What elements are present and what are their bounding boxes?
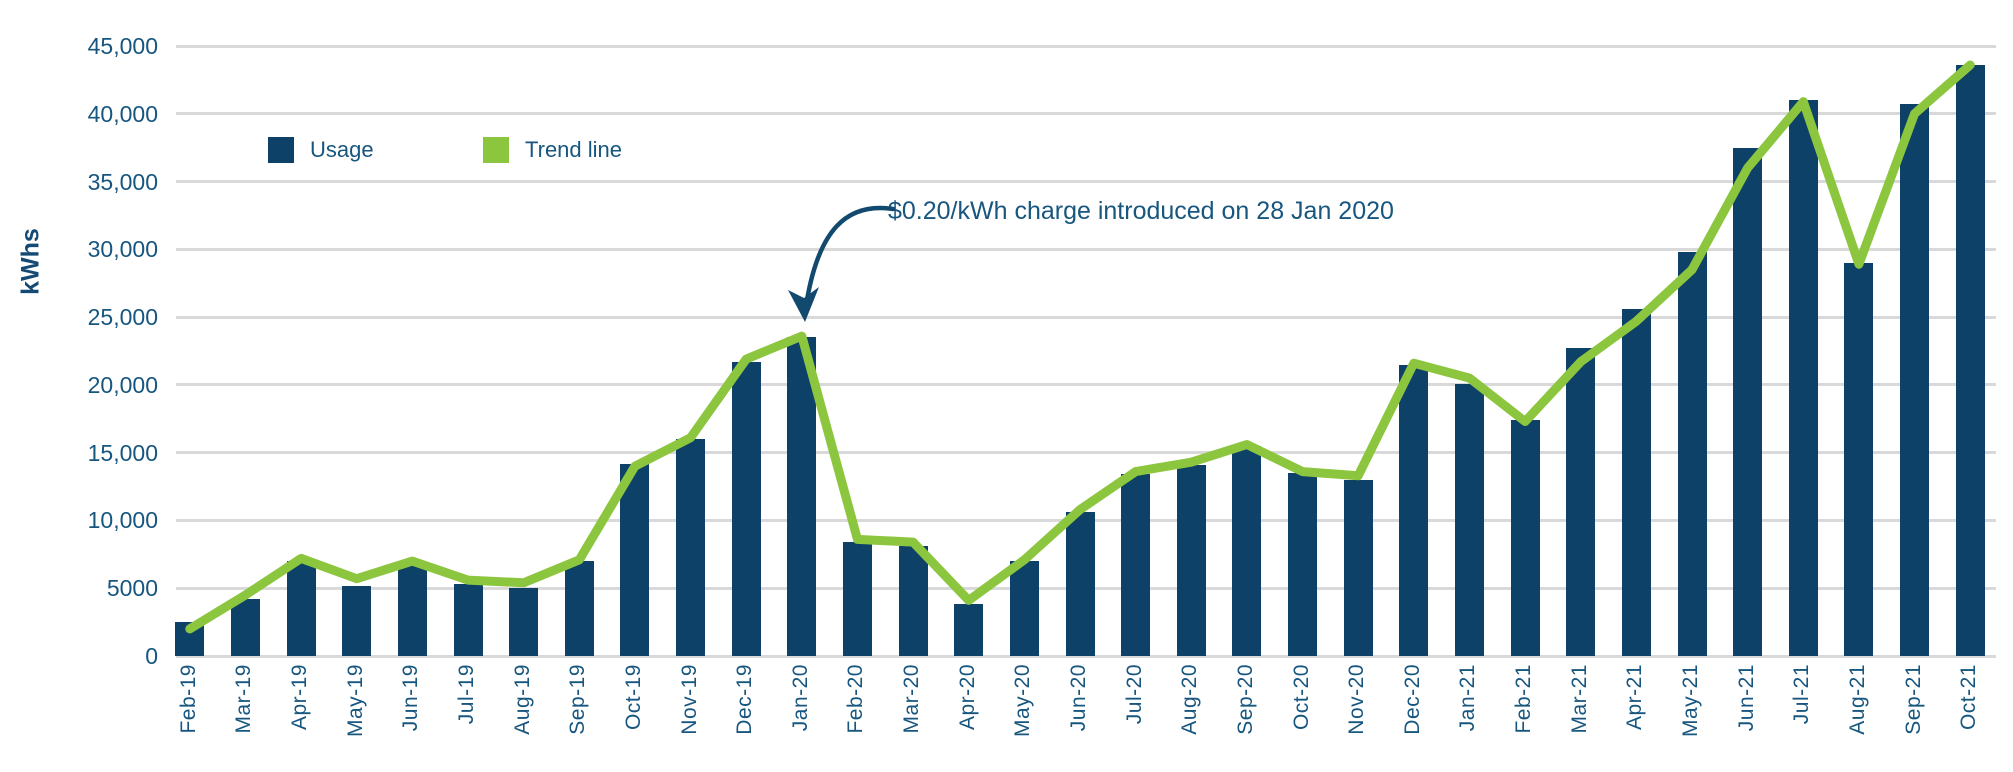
x-tick-label: May-19 bbox=[343, 664, 367, 738]
x-tick-label: Jan-20 bbox=[788, 664, 812, 732]
x-tick-label: Mar-20 bbox=[900, 664, 924, 734]
gridline bbox=[176, 44, 1996, 48]
usage-bar-Feb-19 bbox=[175, 622, 205, 656]
x-tick-label: Mar-19 bbox=[232, 664, 256, 734]
usage-bar-Jun-19 bbox=[397, 563, 427, 656]
x-tick-label: Feb-19 bbox=[176, 664, 200, 734]
x-tick-label: Oct-20 bbox=[1289, 664, 1313, 731]
y-tick-label: 25,000 bbox=[87, 304, 158, 331]
y-tick-label: 40,000 bbox=[87, 100, 158, 127]
usage-bar-Jul-21 bbox=[1788, 100, 1818, 656]
gridline bbox=[176, 654, 1996, 658]
usage-bar-Oct-19 bbox=[620, 463, 650, 656]
usage-bar-Dec-19 bbox=[731, 361, 761, 656]
annotation-arrow-icon bbox=[804, 205, 896, 303]
usage-bar-Aug-19 bbox=[509, 588, 539, 656]
usage-bar-Aug-21 bbox=[1844, 262, 1874, 656]
x-tick-label: Feb-20 bbox=[844, 664, 868, 734]
usage-swatch-icon bbox=[268, 137, 294, 163]
x-tick-label: Sep-20 bbox=[1233, 664, 1257, 735]
usage-bar-Feb-21 bbox=[1510, 420, 1540, 656]
x-tick-label: Dec-20 bbox=[1400, 664, 1424, 735]
usage-bar-Mar-21 bbox=[1566, 348, 1596, 656]
usage-bar-Apr-20 bbox=[954, 604, 984, 656]
gridline bbox=[176, 315, 1996, 319]
usage-bar-May-19 bbox=[342, 585, 372, 656]
x-tick-label: Jun-20 bbox=[1067, 664, 1090, 732]
usage-bar-May-20 bbox=[1009, 561, 1039, 656]
usage-bar-Jun-21 bbox=[1733, 147, 1763, 656]
y-tick-label: 10,000 bbox=[87, 507, 158, 534]
y-tick-label: 20,000 bbox=[87, 371, 158, 398]
gridline bbox=[176, 112, 1996, 116]
usage-bar-May-21 bbox=[1677, 252, 1707, 656]
y-tick-label: 35,000 bbox=[87, 168, 158, 195]
usage-bar-Jul-20 bbox=[1121, 474, 1151, 656]
x-tick-label: Aug-19 bbox=[510, 664, 534, 735]
x-tick-label: Sep-19 bbox=[566, 664, 590, 735]
x-tick-label: Apr-19 bbox=[288, 664, 312, 731]
legend-item-usage: Usage bbox=[268, 137, 374, 163]
x-tick-label: Jul-19 bbox=[455, 664, 478, 725]
x-tick-label: Apr-21 bbox=[1623, 664, 1647, 731]
legend-trend-label: Trend line bbox=[525, 137, 623, 162]
gridline bbox=[176, 247, 1996, 251]
x-tick-label: Jan-21 bbox=[1456, 664, 1480, 732]
annotation-text: $0.20/kWh charge introduced on 28 Jan 20… bbox=[888, 197, 1394, 225]
x-tick-label: Nov-20 bbox=[1345, 664, 1369, 735]
usage-bar-Sep-21 bbox=[1900, 104, 1930, 656]
usage-bar-Jun-20 bbox=[1065, 512, 1095, 656]
x-tick-label: Oct-21 bbox=[1957, 664, 1981, 731]
x-tick-label: Jul-20 bbox=[1122, 664, 1146, 725]
x-tick-label: May-20 bbox=[1011, 664, 1035, 738]
usage-bar-Apr-19 bbox=[286, 561, 316, 656]
x-tick-label: Oct-19 bbox=[621, 664, 645, 731]
trend-swatch-icon bbox=[483, 137, 509, 163]
usage-bar-Apr-21 bbox=[1621, 308, 1651, 656]
legend-item-trend: Trend line bbox=[483, 137, 622, 163]
usage-bar-Jan-20 bbox=[787, 337, 817, 656]
x-tick-label: Jul-21 bbox=[1790, 664, 1814, 725]
x-tick-label: Jun-21 bbox=[1734, 664, 1758, 732]
usage-bar-Nov-20 bbox=[1343, 479, 1373, 656]
y-tick-label: 30,000 bbox=[87, 236, 158, 263]
usage-bar-Mar-19 bbox=[230, 599, 260, 656]
usage-bar-Nov-19 bbox=[676, 439, 706, 656]
y-tick-label: 0 bbox=[145, 643, 158, 669]
y-tick-label: 15,000 bbox=[87, 439, 158, 466]
usage-bar-Sep-20 bbox=[1232, 445, 1262, 656]
x-tick-label: Feb-21 bbox=[1512, 664, 1536, 734]
usage-bar-Jul-19 bbox=[453, 584, 483, 656]
x-tick-label: May-21 bbox=[1679, 664, 1702, 738]
x-tick-label: Aug-21 bbox=[1845, 664, 1869, 735]
usage-bar-Sep-19 bbox=[564, 561, 594, 656]
x-tick-label: Dec-19 bbox=[733, 664, 757, 735]
x-tick-label: Apr-20 bbox=[955, 664, 979, 731]
y-tick-label: 45,000 bbox=[87, 33, 158, 59]
usage-bar-Aug-20 bbox=[1176, 464, 1206, 656]
x-tick-label: Nov-19 bbox=[677, 664, 701, 735]
usage-bar-Dec-20 bbox=[1399, 364, 1429, 656]
usage-bar-Oct-20 bbox=[1288, 473, 1318, 656]
x-tick-label: Mar-21 bbox=[1567, 664, 1591, 734]
legend-usage-label: Usage bbox=[310, 137, 374, 162]
x-tick-label: Jun-19 bbox=[399, 664, 423, 732]
y-tick-label: 5000 bbox=[106, 575, 158, 602]
gridline bbox=[176, 383, 1996, 387]
gridline bbox=[176, 451, 1996, 455]
x-tick-label: Sep-21 bbox=[1901, 664, 1925, 735]
usage-bar-Jan-21 bbox=[1454, 383, 1484, 656]
gridline bbox=[176, 180, 1996, 184]
usage-bar-Oct-21 bbox=[1955, 64, 1985, 656]
usage-bar-Mar-20 bbox=[898, 546, 928, 656]
usage-bar-Feb-20 bbox=[842, 542, 872, 656]
x-tick-label: Aug-20 bbox=[1178, 664, 1202, 735]
